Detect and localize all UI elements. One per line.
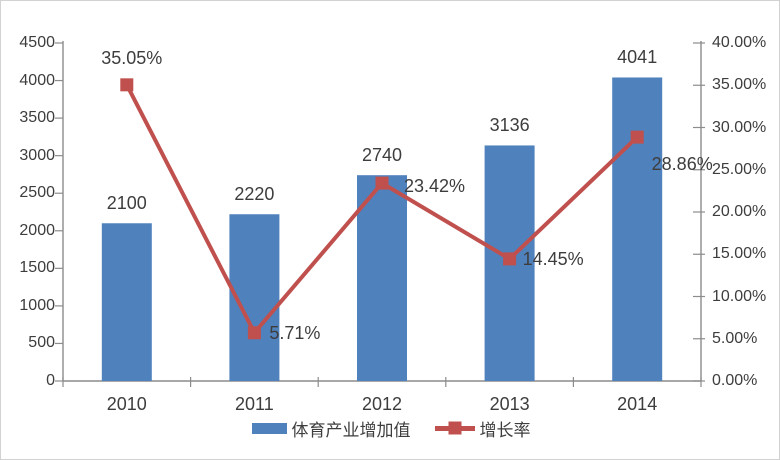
legend-label-bar-series: 体育产业增加值	[291, 420, 411, 440]
line-point-marker-2011[interactable]	[247, 326, 261, 340]
right-axis-tick-label: 30.00%	[712, 118, 767, 136]
left-axis-tick-label: 1500	[19, 259, 55, 277]
left-axis-tick-label: 3500	[19, 109, 55, 127]
bar-2010[interactable]	[101, 223, 152, 381]
left-axis-tick-label: 3000	[19, 146, 55, 164]
point-value-label: 14.45%	[522, 248, 584, 269]
left-axis-tick-label: 1000	[19, 296, 55, 314]
point-value-label: 23.42%	[404, 176, 466, 197]
bar-value-label: 3136	[489, 115, 530, 136]
x-axis-category-label: 2012	[361, 394, 403, 414]
bar-value-label: 2740	[361, 145, 403, 166]
line-series-marker-icon	[448, 421, 461, 435]
left-axis-tick-label: 2000	[19, 221, 55, 239]
bar-2014[interactable]	[612, 77, 663, 381]
right-axis-tick-label: 0.00%	[712, 372, 758, 389]
point-value-label: 35.05%	[101, 47, 163, 68]
left-axis-tick-label: 4000	[19, 71, 55, 89]
x-axis-category-label: 2011	[235, 394, 274, 414]
right-axis-tick-label: 5.00%	[712, 329, 758, 347]
x-axis-category-label: 2013	[489, 394, 530, 414]
right-axis-tick-label: 20.00%	[712, 203, 767, 220]
right-axis-tick-label: 10.00%	[712, 287, 767, 305]
point-value-label: 28.86%	[651, 154, 713, 175]
x-axis-category-label: 2014	[617, 394, 658, 414]
left-axis-tick-label: 2500	[19, 184, 55, 202]
bar-value-label: 2220	[234, 184, 275, 205]
line-point-marker-2013[interactable]	[503, 252, 517, 266]
left-axis-tick-label: 0	[46, 372, 55, 389]
legend-item-bar-series[interactable]: 体育产业增加值	[251, 416, 411, 441]
right-axis-tick-label: 15.00%	[712, 245, 767, 263]
legend-item-line-series[interactable]: 增长率	[434, 416, 531, 441]
left-axis-tick-label: 500	[28, 334, 55, 352]
line-point-marker-2012[interactable]	[375, 176, 389, 190]
legend-label-line-series: 增长率	[479, 420, 531, 440]
right-axis-tick-label: 35.00%	[712, 76, 767, 94]
line-series-swatch-icon	[434, 421, 475, 435]
bar-value-label: 2100	[106, 193, 147, 214]
x-axis-category-label: 2010	[106, 394, 147, 414]
bar-value-label: 4041	[617, 47, 658, 68]
bar-series-swatch-icon	[251, 422, 287, 434]
legend: 体育产业增加值 增长率	[1, 415, 779, 441]
left-axis-tick-label: 4500	[19, 34, 55, 51]
line-point-marker-2010[interactable]	[120, 78, 134, 92]
bar-2012[interactable]	[357, 175, 407, 381]
right-axis-tick-label: 40.00%	[712, 34, 767, 51]
point-value-label: 5.71%	[269, 322, 321, 343]
right-axis-tick-label: 25.00%	[712, 160, 767, 178]
line-point-marker-2014[interactable]	[630, 130, 644, 144]
